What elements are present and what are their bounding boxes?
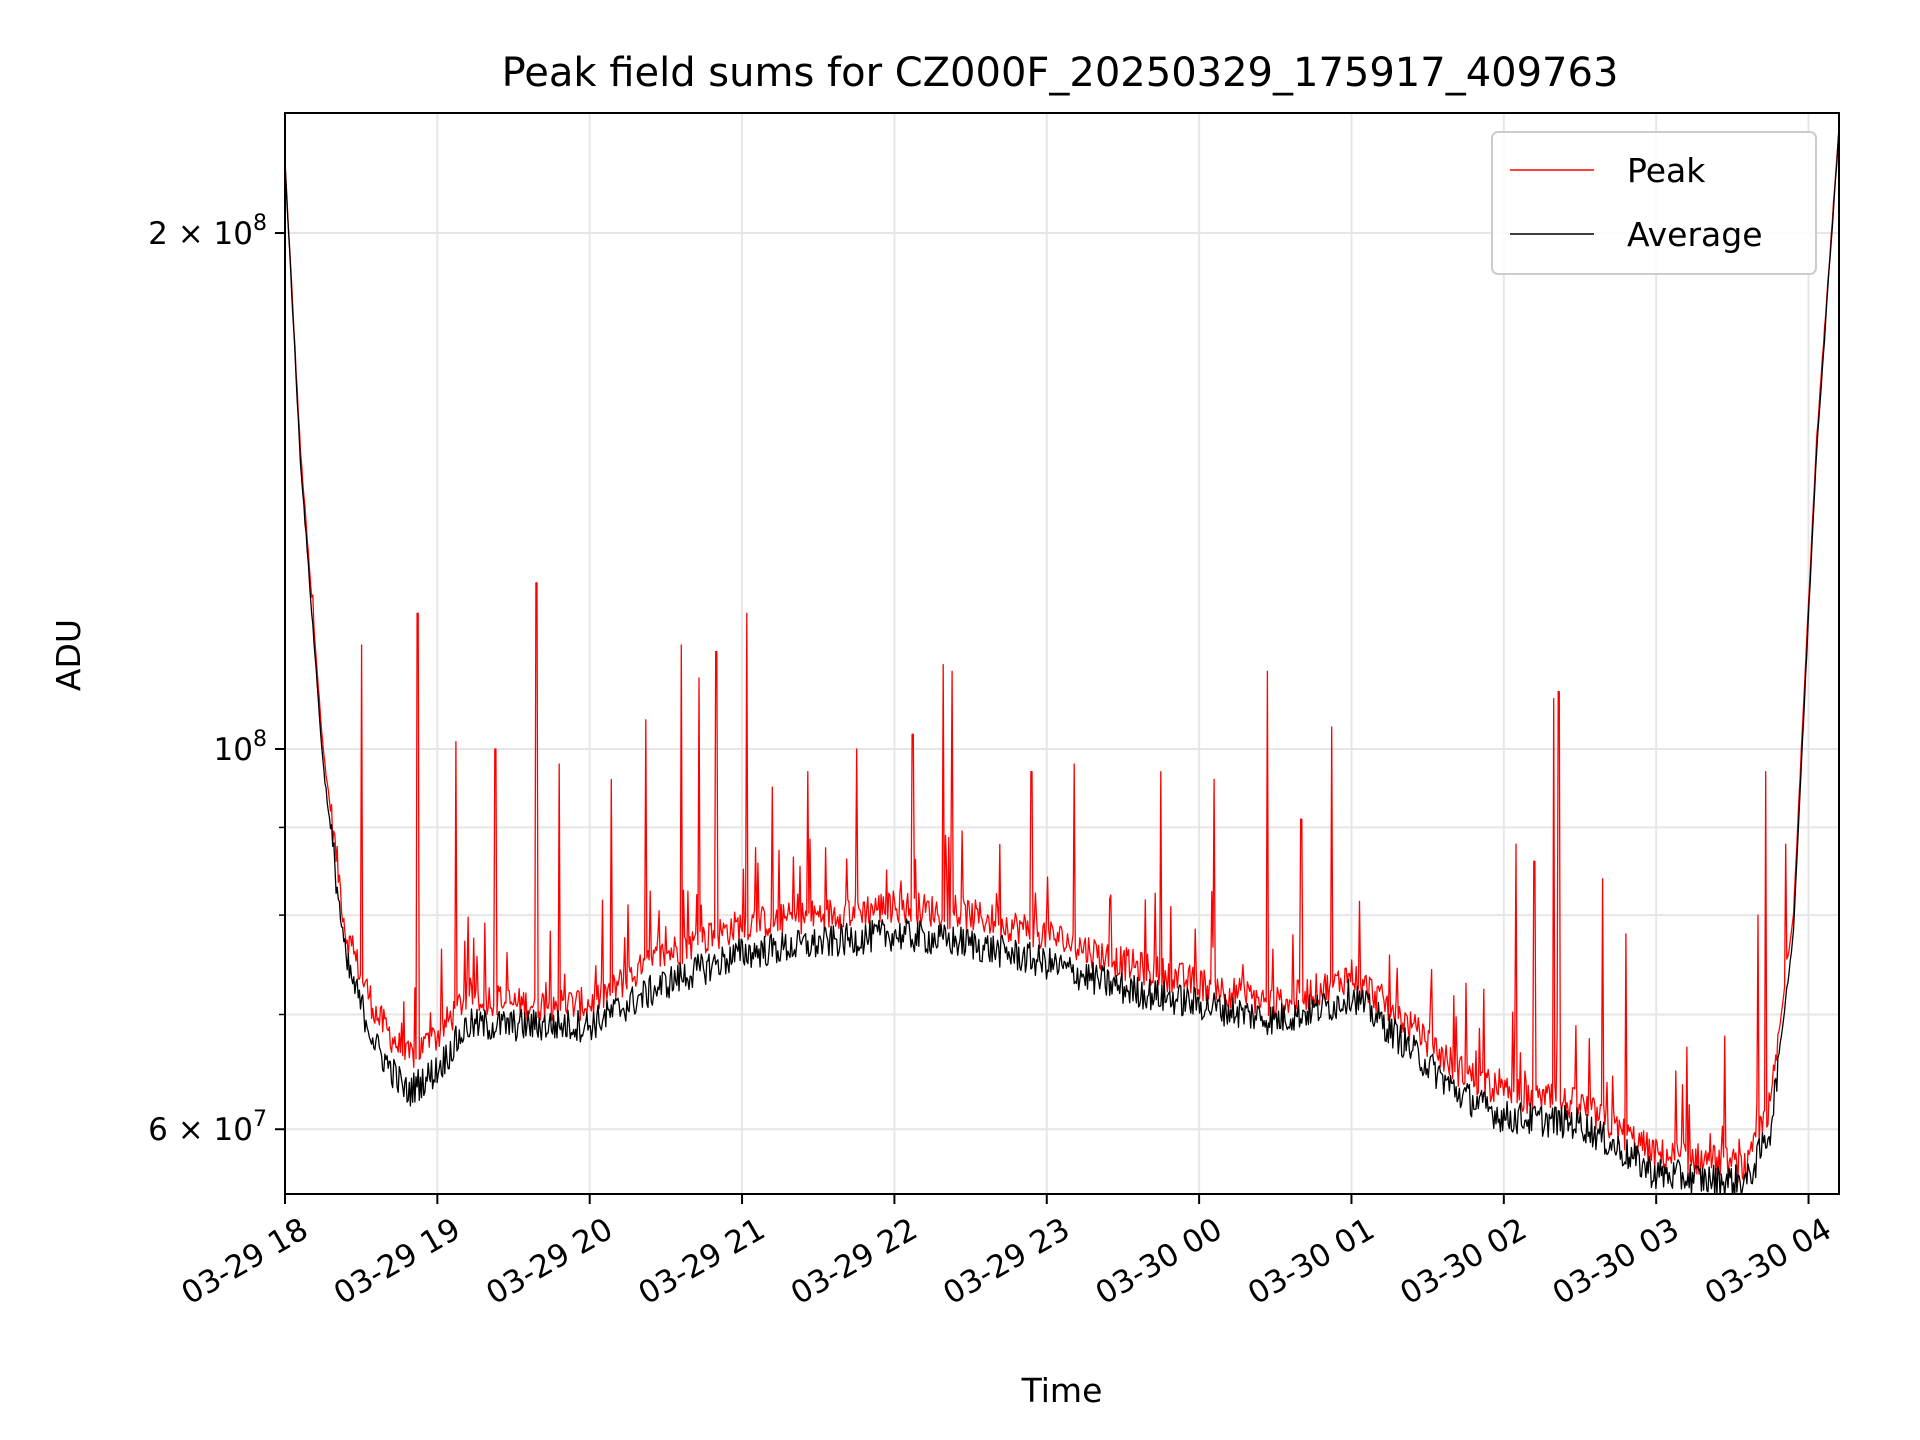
y-tick-label: 2 × 108 <box>148 211 267 252</box>
series-line-average <box>285 126 1839 1194</box>
y-tick-label: 6 × 107 <box>148 1107 267 1148</box>
legend-label-average: Average <box>1627 215 1763 254</box>
y-tick-label: 108 <box>214 727 267 768</box>
chart-title: Peak field sums for CZ000F_20250329_1759… <box>502 50 1619 96</box>
series-line-peak <box>285 128 1839 1183</box>
plot-frame <box>284 112 1840 1195</box>
gridlines <box>284 113 1839 1194</box>
legend: Peak Average <box>1491 131 1817 275</box>
x-axis-label: Time <box>1021 1371 1103 1410</box>
legend-label-peak: Peak <box>1627 151 1706 190</box>
legend-box <box>1491 131 1817 275</box>
y-axis-label: ADU <box>49 619 88 691</box>
series-lines <box>285 126 1839 1194</box>
series-group <box>285 126 1839 1194</box>
